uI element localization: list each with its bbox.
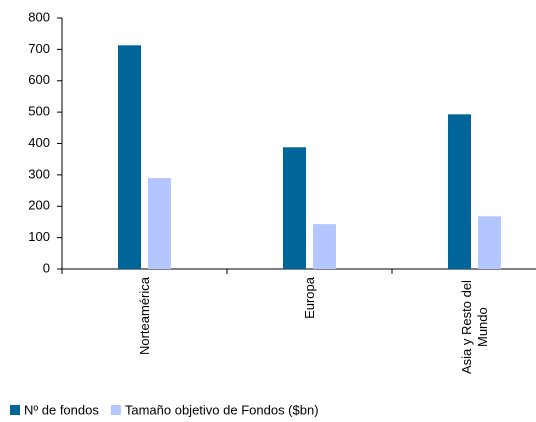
- y-tick-label: 800: [28, 9, 50, 24]
- x-tick-label: Europa: [301, 277, 317, 319]
- bar: [283, 147, 306, 269]
- bar: [448, 114, 471, 269]
- y-tick-label: 100: [28, 229, 50, 244]
- legend-swatch: [110, 405, 121, 415]
- bar: [478, 216, 501, 269]
- legend-label: Tamaño objetivo de Fondos ($bn): [125, 402, 319, 417]
- bar: [313, 224, 336, 269]
- x-tick-label: Asia y Resto del Mundo: [458, 280, 490, 374]
- y-tick-label: 400: [28, 135, 50, 150]
- y-tick-label: 700: [28, 41, 50, 56]
- y-tick-label: 500: [28, 104, 50, 119]
- legend-label: Nº de fondos: [24, 402, 99, 417]
- bar: [118, 45, 141, 269]
- x-tick-label: Norteamérica: [136, 277, 152, 356]
- y-tick-label: 600: [28, 72, 50, 87]
- y-tick-label: 200: [28, 198, 50, 213]
- legend-swatch: [10, 405, 20, 415]
- bar: [148, 178, 171, 269]
- y-tick-label: 0: [43, 260, 50, 275]
- y-tick-label: 300: [28, 166, 50, 181]
